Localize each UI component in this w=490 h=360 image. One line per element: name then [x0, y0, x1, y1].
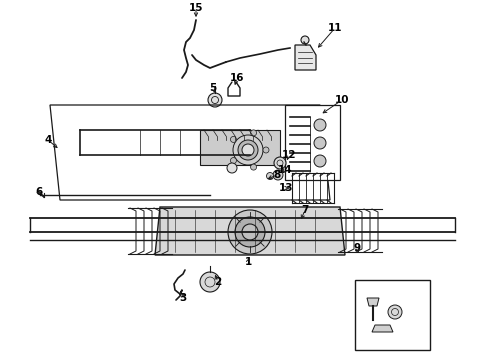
- Circle shape: [273, 170, 283, 180]
- Polygon shape: [372, 325, 393, 332]
- Circle shape: [297, 220, 307, 230]
- Text: 14: 14: [278, 165, 293, 175]
- Circle shape: [314, 119, 326, 131]
- Circle shape: [388, 305, 402, 319]
- Text: 16: 16: [230, 73, 244, 83]
- Text: 1: 1: [245, 257, 252, 267]
- Text: 2: 2: [215, 277, 221, 287]
- Polygon shape: [295, 45, 316, 70]
- FancyBboxPatch shape: [285, 105, 340, 180]
- Text: 8: 8: [273, 170, 281, 180]
- Circle shape: [314, 155, 326, 167]
- Circle shape: [263, 147, 269, 153]
- Circle shape: [250, 130, 257, 136]
- Circle shape: [233, 135, 263, 165]
- Polygon shape: [155, 207, 345, 255]
- Circle shape: [242, 224, 258, 240]
- Text: 15: 15: [189, 3, 203, 13]
- Circle shape: [301, 36, 309, 44]
- Circle shape: [238, 140, 258, 160]
- Text: 7: 7: [301, 205, 309, 215]
- Circle shape: [228, 210, 272, 254]
- Circle shape: [290, 220, 300, 230]
- Circle shape: [208, 93, 222, 107]
- Text: 6: 6: [35, 187, 43, 197]
- Text: 3: 3: [179, 293, 187, 303]
- Text: 9: 9: [353, 243, 361, 253]
- Text: 13: 13: [279, 183, 293, 193]
- FancyBboxPatch shape: [355, 280, 430, 350]
- Text: 4: 4: [44, 135, 51, 145]
- Text: 11: 11: [328, 23, 342, 33]
- Ellipse shape: [245, 130, 255, 155]
- Circle shape: [230, 158, 237, 163]
- Circle shape: [242, 144, 254, 156]
- Circle shape: [200, 272, 220, 292]
- Text: 5: 5: [209, 83, 217, 93]
- Polygon shape: [367, 298, 379, 306]
- Circle shape: [314, 137, 326, 149]
- Circle shape: [274, 157, 286, 169]
- Circle shape: [235, 217, 265, 247]
- Circle shape: [230, 136, 237, 143]
- Text: 12: 12: [282, 150, 296, 160]
- Circle shape: [250, 164, 257, 170]
- Circle shape: [267, 172, 273, 180]
- Circle shape: [227, 163, 237, 173]
- Text: 10: 10: [335, 95, 349, 105]
- Polygon shape: [200, 130, 280, 165]
